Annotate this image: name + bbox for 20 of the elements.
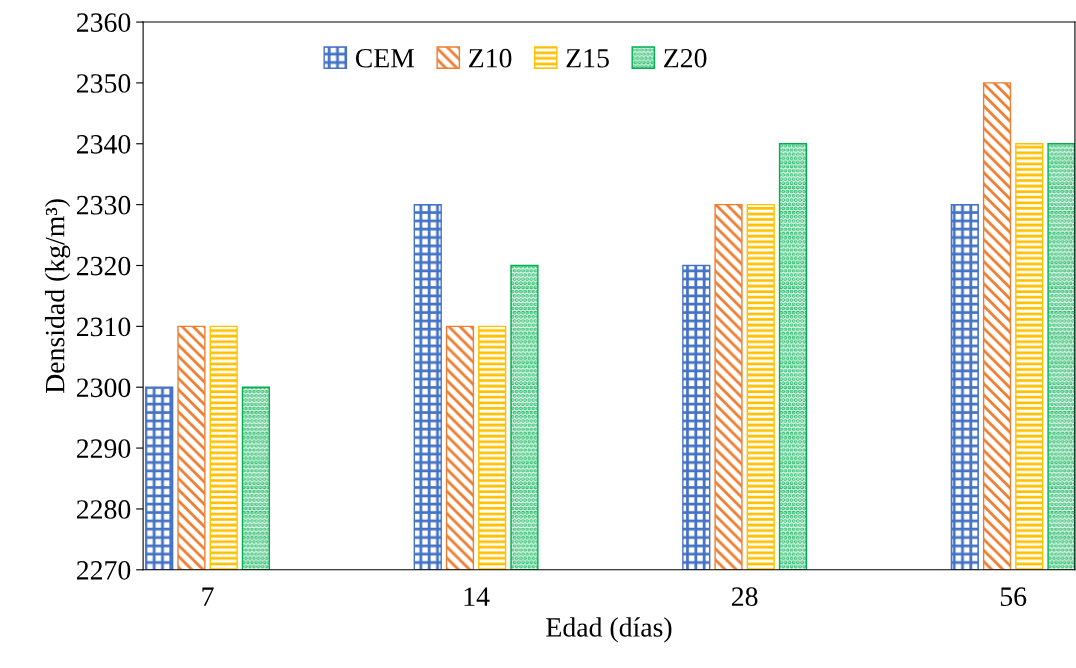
legend-label: Z20 [664, 48, 707, 68]
x-tick-label: 14 [464, 587, 490, 606]
legend-label: Z15 [566, 48, 609, 68]
y-tick-label: 2290 [76, 439, 131, 458]
x-tick-label: 56 [1000, 587, 1027, 607]
legend-label: CEM [355, 48, 415, 68]
y-tick-label: 2320 [76, 256, 131, 276]
x-axis-title: Edad (días) [546, 617, 672, 643]
y-tick-label: 2270 [76, 560, 131, 580]
y-axis-title: Densidad (kg/m³) [44, 199, 71, 394]
y-tick-label: 2330 [76, 195, 131, 215]
y-tick-label: 2280 [76, 500, 131, 519]
y-tick-label: 2300 [76, 378, 131, 398]
y-tick-label: 2340 [76, 134, 131, 154]
x-tick-label: 28 [731, 587, 758, 607]
y-tick-label: 2350 [76, 74, 131, 93]
legend-label: Z10 [469, 48, 512, 68]
x-tick-label: 7 [202, 587, 214, 606]
y-tick-label: 2360 [76, 13, 131, 32]
y-tick-label: 2310 [76, 317, 131, 337]
